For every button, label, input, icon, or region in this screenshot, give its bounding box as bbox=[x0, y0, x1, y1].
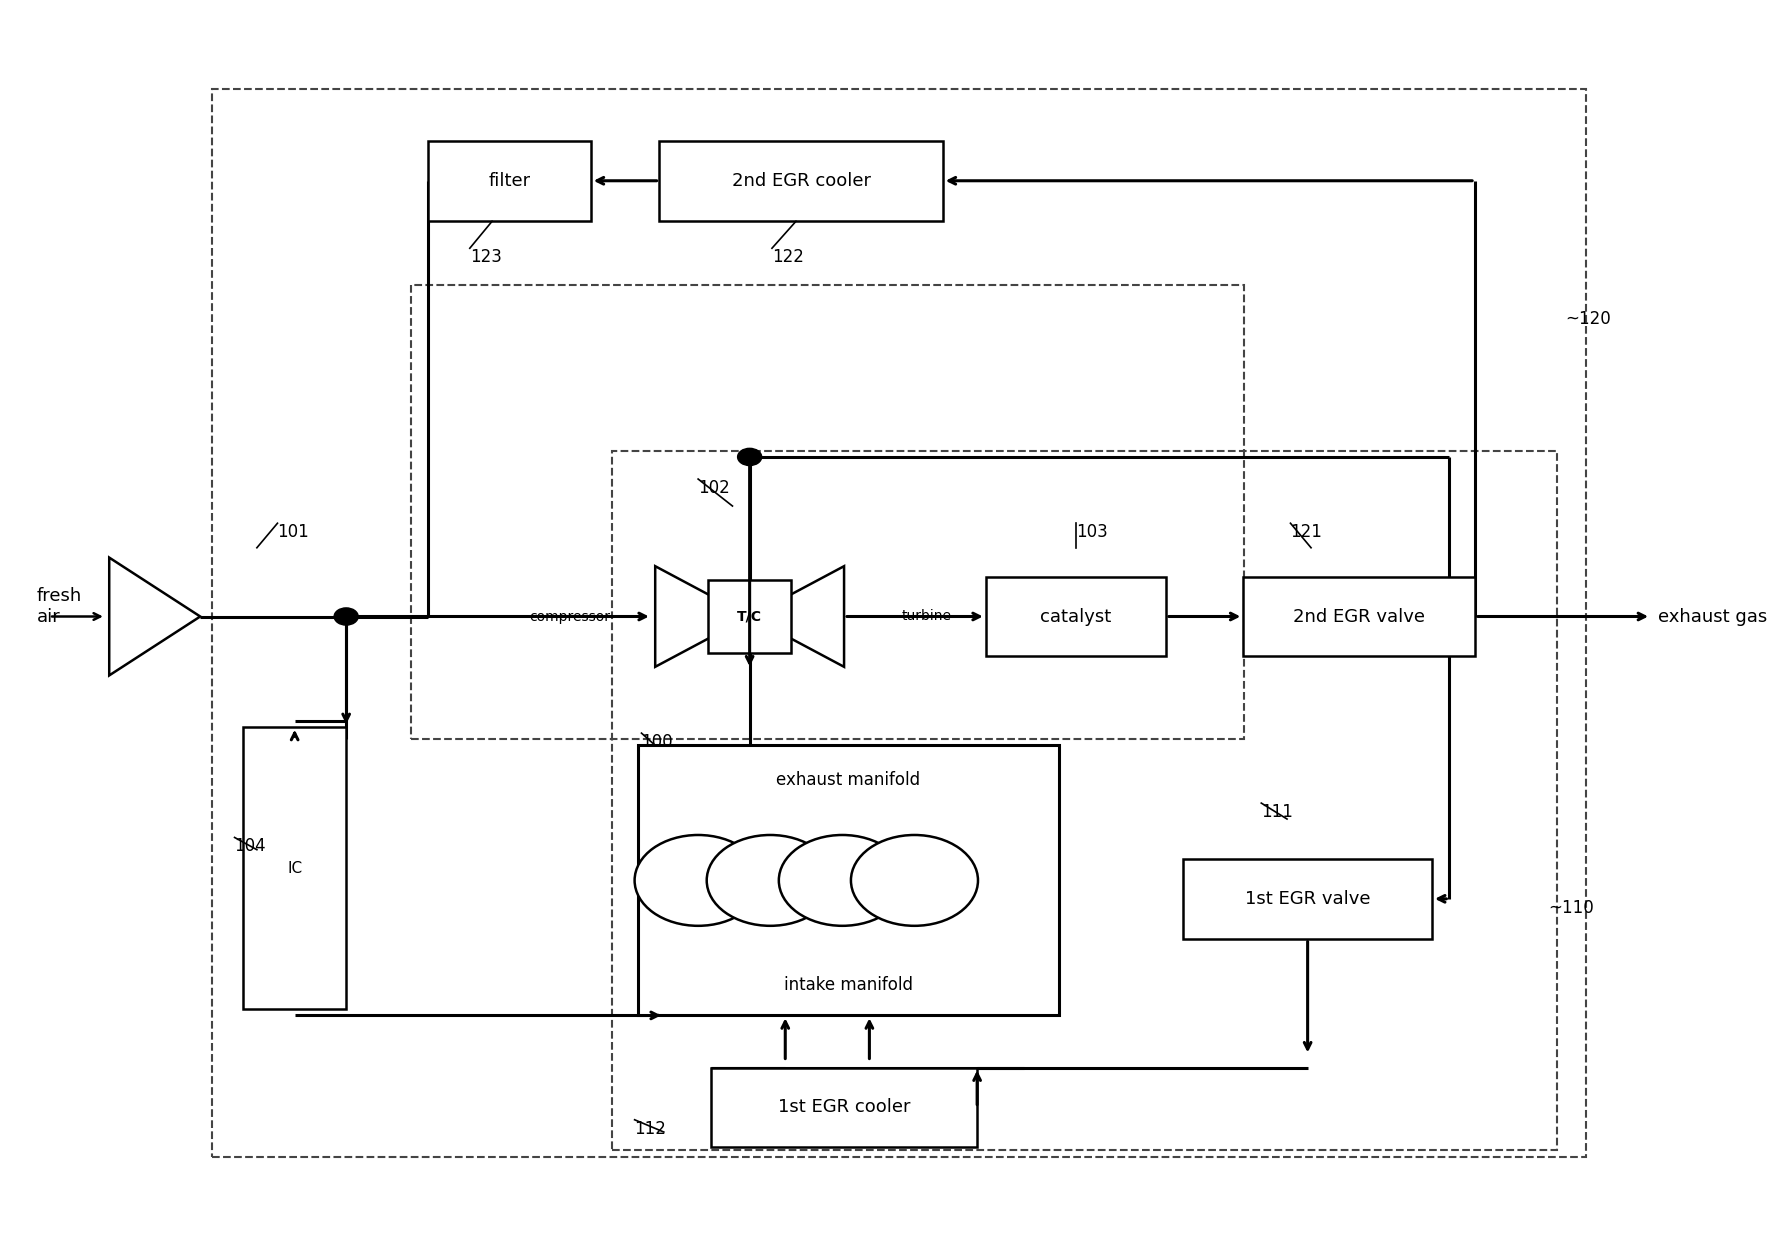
FancyBboxPatch shape bbox=[1244, 577, 1475, 656]
Polygon shape bbox=[109, 557, 200, 676]
Circle shape bbox=[852, 835, 978, 926]
FancyBboxPatch shape bbox=[428, 141, 592, 221]
Text: IC: IC bbox=[287, 861, 303, 875]
Text: 2nd EGR cooler: 2nd EGR cooler bbox=[732, 171, 871, 190]
Bar bbox=[709, 580, 791, 653]
Text: catalyst: catalyst bbox=[1041, 608, 1112, 625]
Circle shape bbox=[707, 835, 834, 926]
FancyBboxPatch shape bbox=[711, 1068, 977, 1148]
Polygon shape bbox=[750, 566, 845, 667]
Text: 112: 112 bbox=[634, 1120, 666, 1138]
Bar bbox=[638, 746, 1059, 1016]
Text: 121: 121 bbox=[1290, 523, 1322, 541]
Text: 2nd EGR valve: 2nd EGR valve bbox=[1294, 608, 1426, 625]
Text: 101: 101 bbox=[278, 523, 310, 541]
Text: intake manifold: intake manifold bbox=[784, 975, 912, 994]
Text: 104: 104 bbox=[235, 837, 266, 856]
Text: exhaust manifold: exhaust manifold bbox=[777, 771, 921, 789]
Text: T/C: T/C bbox=[738, 609, 763, 624]
Text: 1st EGR valve: 1st EGR valve bbox=[1246, 890, 1370, 907]
Text: 103: 103 bbox=[1076, 523, 1108, 541]
Circle shape bbox=[779, 835, 905, 926]
Text: compressor: compressor bbox=[529, 609, 609, 624]
Text: turbine: turbine bbox=[902, 609, 952, 624]
FancyBboxPatch shape bbox=[242, 727, 346, 1010]
Text: filter: filter bbox=[488, 171, 531, 190]
Text: ~110: ~110 bbox=[1549, 899, 1593, 917]
Circle shape bbox=[634, 835, 761, 926]
Text: exhaust gas: exhaust gas bbox=[1657, 608, 1768, 625]
Text: 100: 100 bbox=[642, 734, 674, 751]
Text: fresh
air: fresh air bbox=[37, 587, 82, 626]
FancyBboxPatch shape bbox=[1183, 859, 1433, 938]
FancyBboxPatch shape bbox=[985, 577, 1165, 656]
Polygon shape bbox=[656, 566, 750, 667]
Circle shape bbox=[335, 608, 358, 625]
Text: 123: 123 bbox=[470, 248, 503, 266]
Text: 102: 102 bbox=[699, 480, 731, 497]
Text: ~120: ~120 bbox=[1565, 309, 1611, 328]
FancyBboxPatch shape bbox=[659, 141, 943, 221]
Text: 122: 122 bbox=[772, 248, 804, 266]
Text: 111: 111 bbox=[1262, 803, 1294, 821]
Circle shape bbox=[738, 449, 761, 466]
Text: 1st EGR cooler: 1st EGR cooler bbox=[777, 1099, 911, 1116]
